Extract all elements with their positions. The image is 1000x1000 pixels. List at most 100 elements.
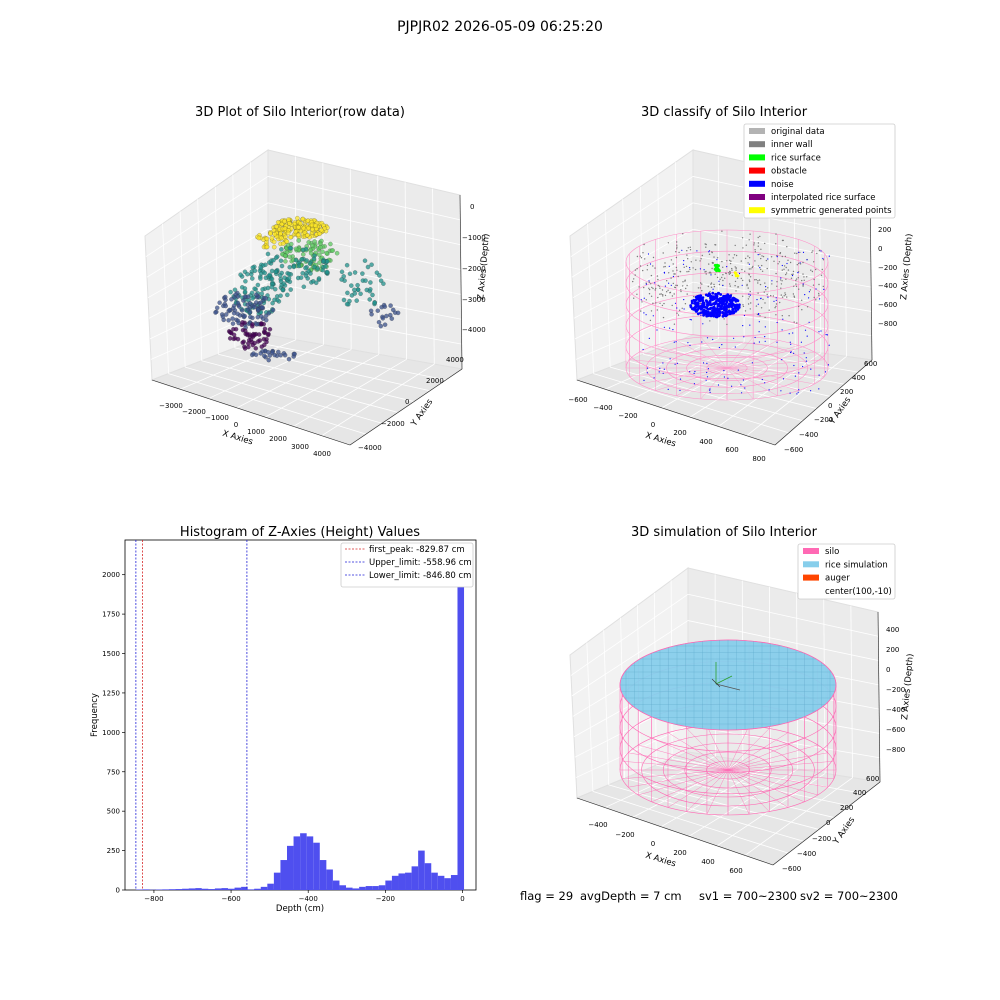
classify-point-original: [648, 293, 651, 295]
sim-z-tick: 0: [886, 666, 890, 674]
raw-x-tick: −3000: [159, 402, 183, 410]
raw-point: [301, 225, 306, 231]
raw-point: [285, 292, 290, 298]
classify-point-noise: [654, 282, 656, 284]
classify-point-original: [767, 287, 769, 289]
histogram-y-tick-label: 500: [107, 808, 120, 816]
raw-point: [232, 287, 238, 292]
silo-wire: [727, 769, 750, 815]
classify-point-original: [754, 249, 756, 251]
classify-point-noise: [708, 250, 711, 252]
classify-point-noise-dense: [711, 312, 715, 315]
classify-point-noise: [646, 372, 648, 374]
simulation-3d-silo: [619, 639, 837, 816]
raw-point: [367, 297, 372, 302]
classify-point-original: [632, 280, 634, 283]
classify-point-original: [787, 259, 789, 261]
classify-point-original: [784, 294, 787, 296]
classify-point-noise: [798, 389, 800, 391]
classify-point-noise: [775, 299, 777, 301]
classify-point-noise: [789, 392, 791, 394]
simulation-legend-swatch: [803, 574, 819, 581]
silo-wire: [727, 744, 818, 771]
raw-point: [231, 306, 236, 311]
footer-flag: flag = 29: [520, 889, 573, 903]
histogram-bar: [418, 850, 425, 890]
classify-point-original: [748, 279, 751, 281]
classify-point-original: [766, 293, 768, 296]
classify-point-original: [777, 263, 779, 265]
classify-point-noise-dense: [717, 304, 721, 308]
classify-point-original: [654, 289, 656, 291]
histogram-bar: [431, 872, 438, 890]
histogram-bar: [280, 860, 287, 890]
classify-point-noise: [693, 372, 695, 374]
classify-point-original: [749, 290, 751, 293]
classify-point-noise-dense: [694, 310, 698, 313]
classify-point-original: [820, 274, 823, 276]
classify-point-noise: [799, 262, 801, 264]
simulation-legend-swatch: [803, 561, 819, 568]
classify-point-original: [793, 296, 796, 298]
classify-point-original: [799, 251, 801, 254]
classify-point-original: [796, 252, 798, 255]
raw-point: [283, 253, 288, 258]
classify-point-original: [641, 301, 643, 303]
classify-point-noise: [782, 318, 784, 320]
classify-point-original: [759, 283, 762, 286]
raw-point: [306, 268, 311, 274]
classify-point-noise: [645, 283, 648, 285]
classify-point-original: [789, 261, 792, 264]
classify-point-original: [699, 302, 702, 305]
classify-point-noise: [776, 256, 778, 258]
sim-y-tick: −600: [782, 865, 801, 873]
classify-point-original: [784, 255, 787, 258]
raw-point: [264, 236, 270, 242]
panel-simulation-3d: 3D simulation of Silo Interior −400 −200…: [569, 525, 916, 875]
classify-point-original: [780, 287, 782, 289]
classify-point-noise: [733, 337, 735, 339]
raw-point: [341, 274, 346, 279]
raw-point: [264, 244, 270, 250]
classify-point-original: [648, 288, 651, 291]
classify-point-noise: [645, 314, 647, 316]
raw-point: [271, 239, 277, 245]
silo-wire: [726, 367, 754, 400]
classify-point-noise: [669, 358, 671, 360]
classify-point-original: [760, 307, 763, 309]
histogram-bar: [365, 886, 373, 890]
raw-point: [280, 287, 285, 292]
classify-point-original: [709, 320, 711, 322]
classify-point-noise-dense: [690, 299, 694, 303]
silo-wire: [667, 769, 729, 808]
classify-point-original: [801, 279, 803, 282]
pane-gridline: [587, 223, 594, 374]
raw-point: [256, 235, 262, 241]
raw-point: [249, 290, 255, 295]
raw-point: [260, 287, 265, 292]
classify-point-original: [693, 295, 695, 298]
raw-3d-y-axis-line: [349, 368, 463, 446]
classify-point-noise-dense: [699, 311, 702, 315]
classify-point-original: [742, 304, 744, 306]
histogram-bar: [214, 888, 222, 890]
classify-point-original: [652, 265, 654, 267]
classify-point-noise: [675, 341, 677, 343]
raw-point: [276, 349, 281, 355]
classify-point-noise-dense: [728, 310, 732, 313]
raw-point: [293, 229, 298, 234]
classify-point-original: [708, 272, 710, 274]
classify-point-original: [661, 304, 664, 307]
classify-point-original: [818, 283, 820, 286]
classify-point-noise: [683, 299, 685, 301]
classify-point-original: [721, 230, 723, 232]
classify-point-original: [750, 302, 752, 304]
classify-point-noise: [781, 329, 783, 331]
classify-point-noise: [751, 362, 754, 364]
pane-gridline: [574, 281, 694, 340]
classify-point-noise: [643, 297, 645, 299]
classify-point-original: [681, 307, 683, 309]
raw-point: [230, 316, 235, 321]
raw-point: [388, 303, 393, 308]
